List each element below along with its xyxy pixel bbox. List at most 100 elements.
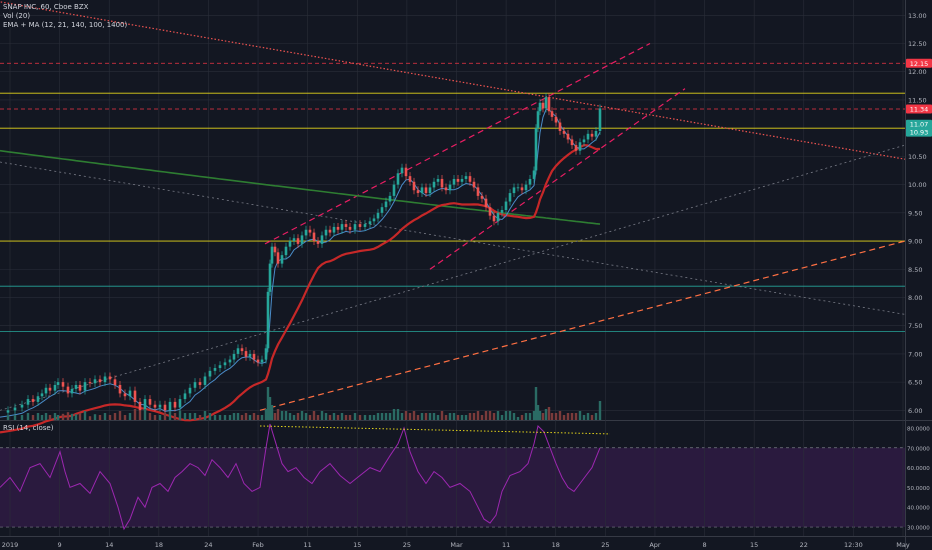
candle-body bbox=[598, 108, 602, 131]
candle-body bbox=[554, 116, 558, 123]
candle-body bbox=[280, 255, 284, 264]
volume-bar bbox=[138, 411, 142, 420]
volume-bar bbox=[268, 397, 272, 420]
candle-body bbox=[308, 229, 312, 233]
volume-bar bbox=[524, 413, 528, 420]
candle-body bbox=[508, 193, 512, 202]
volume-bar bbox=[452, 413, 456, 420]
candle-body bbox=[444, 187, 448, 191]
candle-body bbox=[113, 379, 117, 385]
candle-body bbox=[468, 176, 472, 182]
volume-bar bbox=[198, 415, 202, 420]
candle-body bbox=[480, 195, 484, 199]
candle-body bbox=[578, 142, 582, 151]
volume-bar bbox=[590, 415, 594, 420]
candle-body bbox=[586, 133, 590, 140]
volume-bar bbox=[372, 415, 376, 420]
candle-body bbox=[13, 407, 17, 411]
time-tick-label: 15 bbox=[353, 541, 361, 549]
volume-bar bbox=[554, 413, 558, 420]
candle-body bbox=[74, 384, 78, 389]
time-tick-label: 11 bbox=[304, 541, 312, 549]
volume-bar bbox=[36, 413, 40, 420]
volume-bar bbox=[48, 415, 52, 420]
volume-bar bbox=[388, 413, 392, 420]
volume-bar bbox=[292, 415, 296, 420]
candle-body bbox=[528, 178, 532, 185]
candle-body bbox=[484, 198, 488, 208]
candle-body bbox=[93, 379, 97, 384]
candle-body bbox=[404, 167, 408, 177]
volume-bar bbox=[570, 413, 574, 420]
candle-body bbox=[83, 382, 87, 391]
candle-body bbox=[300, 235, 304, 244]
candle-body bbox=[316, 241, 320, 244]
volume-bar bbox=[440, 411, 444, 420]
volume-bar bbox=[248, 415, 252, 420]
volume-bar bbox=[188, 413, 192, 420]
volume-bar bbox=[476, 411, 480, 420]
price-tick-label: 8.50 bbox=[908, 266, 922, 274]
candle-body bbox=[436, 178, 440, 182]
candle-body bbox=[328, 229, 332, 233]
volume-bar bbox=[40, 415, 44, 420]
volume-bar bbox=[232, 413, 236, 420]
candle-body bbox=[392, 184, 396, 196]
candle-body bbox=[456, 178, 460, 182]
volume-bar bbox=[448, 413, 452, 420]
volume-bar bbox=[270, 405, 274, 420]
candle-body bbox=[547, 97, 551, 112]
volume-bar bbox=[163, 413, 167, 420]
price-tag-label: 11.34 bbox=[910, 105, 929, 113]
volume-bar bbox=[520, 415, 524, 420]
candle-body bbox=[193, 382, 197, 388]
candle-body bbox=[223, 362, 227, 366]
volume-bar bbox=[266, 387, 270, 420]
rsi-band bbox=[0, 447, 905, 528]
time-tick-label: 11 bbox=[502, 541, 510, 549]
volume-bar bbox=[228, 415, 232, 420]
volume-bar bbox=[460, 415, 464, 420]
volume-bar bbox=[416, 415, 420, 420]
volume-bar bbox=[358, 415, 362, 420]
grey-trendline bbox=[0, 144, 906, 411]
candle-body bbox=[452, 178, 456, 185]
candle-body bbox=[66, 386, 70, 394]
candle-body bbox=[464, 176, 468, 179]
red-moving-average bbox=[0, 143, 600, 434]
candle-body bbox=[420, 187, 424, 194]
price-tick-label: 10.50 bbox=[908, 153, 927, 161]
candle-body bbox=[432, 181, 436, 188]
candle-body bbox=[133, 390, 137, 402]
price-tick-label: 12.00 bbox=[908, 68, 927, 76]
volume-bar bbox=[532, 411, 536, 420]
price-tick-label: 8.00 bbox=[908, 294, 922, 302]
candle-body bbox=[448, 184, 452, 191]
volume-bar bbox=[256, 415, 260, 420]
volume-bar bbox=[284, 411, 288, 420]
candle-body bbox=[504, 201, 508, 210]
time-tick-label: 2019 bbox=[2, 541, 19, 549]
candle-body bbox=[320, 235, 324, 244]
candle-body bbox=[492, 215, 496, 222]
rsi-tick-label: 80.0000 bbox=[907, 426, 930, 432]
price-tag bbox=[906, 104, 932, 114]
time-tick-label: 25 bbox=[403, 541, 411, 549]
candle-body bbox=[562, 130, 566, 134]
price-tag-label: 11.07 bbox=[910, 121, 929, 129]
rsi-indicator-label: RSI (14, close) bbox=[3, 424, 54, 432]
volume-bar bbox=[31, 415, 35, 420]
candle-body bbox=[218, 365, 222, 369]
volume-bar bbox=[428, 413, 432, 420]
volume-bar bbox=[308, 415, 312, 420]
volume-bar bbox=[304, 413, 308, 420]
candle-body bbox=[178, 399, 182, 408]
volume-bar bbox=[363, 415, 367, 420]
candle-body bbox=[6, 410, 10, 413]
volume-bar bbox=[464, 415, 468, 420]
volume-bar bbox=[320, 411, 324, 420]
price-tick-label: 12.50 bbox=[908, 40, 927, 48]
candle-body bbox=[20, 404, 24, 408]
candle-body bbox=[532, 170, 536, 179]
